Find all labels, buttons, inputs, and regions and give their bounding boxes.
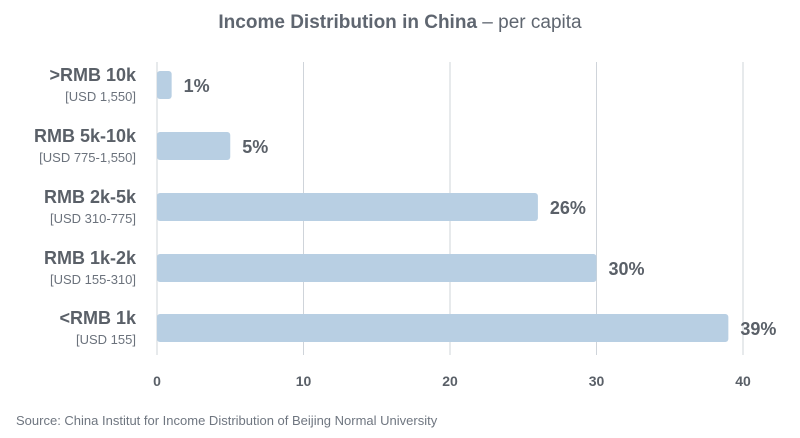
category-label: RMB 1k-2k	[44, 248, 137, 268]
x-tick-label: 20	[442, 373, 458, 389]
category-label: RMB 5k-10k	[34, 126, 137, 146]
data-label: 1%	[184, 76, 210, 96]
data-label: 26%	[550, 198, 586, 218]
data-label: 5%	[242, 137, 268, 157]
category-label: RMB 2k-5k	[44, 187, 137, 207]
bar	[157, 71, 172, 99]
x-tick-label: 0	[153, 373, 161, 389]
chart-title-sub: – per capita	[477, 12, 582, 33]
x-tick-label: 10	[296, 373, 312, 389]
source-note: Source: China Institut for Income Distri…	[16, 413, 438, 428]
x-tick-label: 40	[735, 373, 751, 389]
x-tick-label: 30	[589, 373, 605, 389]
category-label: >RMB 10k	[49, 65, 137, 85]
category-sublabel: [USD 1,550]	[65, 89, 136, 104]
chart-title: Income Distribution in China – per capit…	[0, 12, 800, 34]
data-label: 39%	[740, 319, 776, 339]
category-sublabel: [USD 310-775]	[50, 211, 136, 226]
chart-title-main: Income Distribution in China	[218, 12, 478, 33]
bar	[157, 193, 538, 221]
category-sublabel: [USD 155]	[76, 332, 136, 347]
bar	[157, 254, 597, 282]
data-label: 30%	[609, 259, 645, 279]
category-label: <RMB 1k	[59, 308, 137, 328]
bar	[157, 314, 729, 342]
bar	[157, 132, 231, 160]
category-sublabel: [USD 775-1,550]	[39, 150, 136, 165]
category-sublabel: [USD 155-310]	[50, 272, 136, 287]
